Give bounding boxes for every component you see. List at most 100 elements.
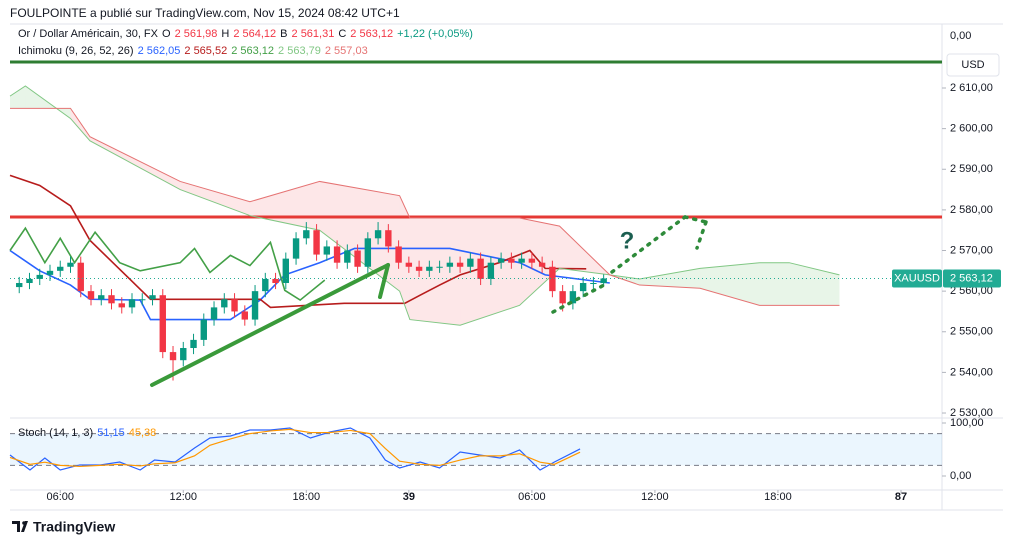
indicator-name: Ichimoku (9, 26, 52, 26) [18, 45, 134, 57]
y-tick-label: 2 590,00 [950, 163, 993, 175]
indicator-value: 51,15 [97, 427, 125, 439]
currency-box[interactable] [946, 53, 1000, 77]
candle-body [385, 230, 392, 247]
x-tick-label: 12:00 [641, 491, 669, 503]
symbol-tag [892, 269, 942, 288]
candle-body [26, 278, 33, 284]
legend-ichimoku: Ichimoku (9, 26, 52, 26) 2 562,05 2 565,52… [18, 45, 368, 57]
candle-body [549, 266, 556, 292]
candle-body [354, 250, 361, 267]
cloud-segment [409, 218, 461, 326]
candle-body [118, 303, 125, 308]
candle-body [559, 291, 566, 304]
ohlc-key: H [221, 28, 230, 40]
candle-body [169, 352, 177, 361]
candle-body [323, 246, 331, 255]
y-tick-label: 100,00 [950, 417, 984, 429]
indicator-value: 2 565,52 [184, 45, 228, 57]
cloud-segment [180, 181, 250, 216]
cloud-segment [89, 136, 181, 190]
indicator-line [9, 226, 326, 302]
stoch-line [9, 428, 581, 468]
cloud-segment [319, 181, 400, 292]
legend-stoch: Stoch (14, 1, 3) 51,15 45,38 [18, 427, 156, 439]
x-tick-label: 39 [403, 491, 415, 503]
indicator-value: 2 563,79 [278, 45, 321, 57]
footer-brand: TradingView [33, 519, 115, 535]
projection-dotted [551, 282, 608, 314]
cloud-segment [789, 262, 840, 306]
stoch-band [10, 433, 942, 466]
indicator-line [10, 107, 840, 306]
candle-body [210, 307, 218, 320]
indicator-line [9, 85, 840, 326]
x-tick-label: 06:00 [518, 491, 546, 503]
candle-body [36, 274, 43, 279]
ohlc-value: 2 561,98 [174, 28, 218, 40]
candle-body [292, 238, 300, 259]
candle-body [508, 258, 515, 263]
candle-body [180, 348, 187, 361]
candle-body [108, 295, 115, 304]
last-price-tag [943, 269, 1001, 288]
ohlc-value: 2 561,31 [291, 28, 335, 40]
indicator-value: 2 557,03 [324, 45, 368, 57]
y-tick-label: 2 600,00 [950, 123, 993, 135]
candle-body [303, 230, 310, 239]
candle-body [98, 295, 105, 300]
logo: TradingView [12, 519, 115, 535]
candle-body [446, 262, 454, 267]
candle-body [200, 319, 207, 340]
candle-body [333, 246, 341, 263]
x-tick-label: 87 [895, 491, 907, 503]
candle-body [415, 266, 423, 271]
currency[interactable]: USD [961, 59, 984, 71]
ohlc-key: B [280, 28, 288, 40]
candle-body [241, 311, 248, 320]
indicator-name: Stoch (14, 1, 3) [18, 427, 94, 439]
candle-body [405, 262, 413, 267]
candle-body [436, 266, 443, 268]
candle-body [426, 266, 433, 271]
indicator-value: 45,38 [128, 427, 157, 439]
indicator-line [9, 174, 587, 309]
ohlc-value: 2 563,12 [350, 28, 394, 40]
change: +1,22 (+0,05%) [397, 28, 473, 40]
cloud-segment [10, 85, 26, 109]
ohlc-value: 2 564,12 [233, 28, 277, 40]
publisher: FOULPOINTE a publié sur TradingView.com,… [10, 6, 400, 20]
candle-body [221, 299, 228, 308]
candle-body [46, 270, 54, 275]
y-tick-label: 2 540,00 [950, 366, 993, 378]
candle-body [77, 262, 84, 292]
y-tick-label: 2 570,00 [950, 244, 993, 256]
candle-body [344, 250, 351, 263]
candle-body [590, 283, 597, 285]
candle-body [456, 262, 464, 267]
logo-dot [22, 521, 26, 525]
candle-body [497, 258, 505, 263]
candle-body [600, 278, 607, 284]
projection-dotted [683, 215, 708, 224]
y-tick-label: 2 610,00 [950, 82, 993, 94]
candle-body [57, 266, 64, 271]
candle-body [190, 339, 197, 349]
question-mark: ? [620, 227, 635, 254]
candle-body [569, 291, 577, 304]
last-price-text: 2 563,12 [950, 272, 993, 284]
y-tick-label: 2 550,00 [950, 326, 993, 338]
candle-body [251, 291, 259, 320]
x-tick-label: 18:00 [293, 491, 321, 503]
cloud-segment [399, 195, 410, 320]
candle-body [262, 278, 269, 292]
indicator-value: 2 562,05 [137, 45, 181, 57]
x-tick-label: 06:00 [46, 491, 74, 503]
candle-body [538, 262, 546, 267]
candle-body [128, 299, 136, 308]
candle-body [159, 295, 166, 353]
projection-dotted [610, 215, 687, 274]
cloud-segment [700, 262, 760, 306]
ohlc-key: O [162, 28, 171, 40]
trend-arrow-head [378, 263, 390, 299]
